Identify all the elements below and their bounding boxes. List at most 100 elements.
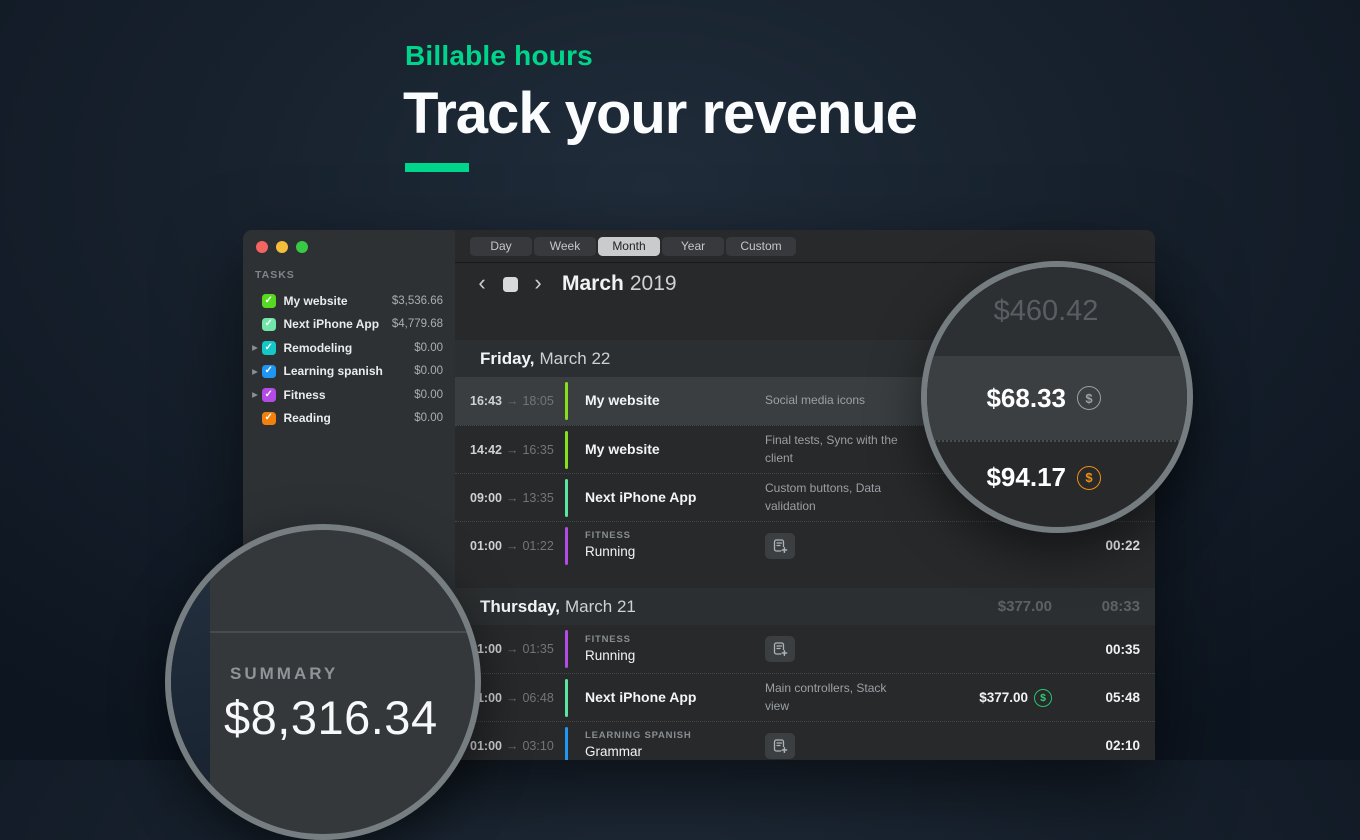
task-row-learning-spanish[interactable]: ▶ ✓ Learning spanish $0.00	[243, 360, 455, 384]
task-row-reading[interactable]: ✓ Reading $0.00	[243, 407, 455, 431]
summary-amount: $8,316.34	[224, 691, 438, 744]
hero-eyebrow: Billable hours	[405, 40, 593, 71]
magnified-day-total: $460.42	[993, 295, 1099, 327]
arrow-right-icon: →	[505, 642, 519, 656]
note-add-icon	[773, 738, 788, 754]
arrow-right-icon: →	[505, 394, 519, 408]
entry-note: Custom buttons, Data validation	[765, 481, 882, 513]
arrow-right-icon: →	[505, 490, 519, 505]
magnified-entry-amount: $94.17	[986, 462, 1066, 492]
day-total-amount: $377.00	[997, 598, 1052, 615]
task-row-remodeling[interactable]: ▶ ✓ Remodeling $0.00	[243, 336, 455, 360]
minimize-button[interactable]	[276, 241, 288, 253]
note-add-icon	[773, 538, 788, 554]
disclosure-triangle-icon[interactable]: ▶	[252, 343, 258, 353]
task-amount: $0.00	[414, 365, 443, 378]
day-name: Friday,	[480, 348, 535, 368]
task-color-bar	[565, 478, 568, 517]
hero-block: Billable hours Track your revenue	[403, 40, 918, 172]
add-note-button[interactable]	[765, 532, 795, 559]
stop-icon	[502, 276, 518, 292]
arrow-right-icon: →	[505, 538, 519, 553]
day-date: March 22	[539, 348, 611, 368]
entry-duration: 00:35	[1105, 641, 1140, 657]
task-color-bar	[565, 726, 568, 760]
tab-day[interactable]: Day	[470, 236, 532, 256]
previous-period-button[interactable]: ‹	[470, 271, 494, 297]
magnifier-summary: SUMMARY $8,316.34	[165, 524, 481, 840]
day-total-duration: 08:33	[1101, 598, 1140, 615]
time-entry[interactable]: 01:00 → 01:35 FITNESS Running 00:35	[455, 625, 1155, 673]
time-entry[interactable]: 01:00 → 03:10 LEARNING SPANISH Grammar 02:1…	[455, 721, 1155, 760]
entry-time-range: 01:00 → 01:35	[470, 642, 554, 656]
tab-year[interactable]: Year	[662, 236, 724, 256]
day-section-thursday: Thursday, March 21 $377.00 08:33 01:00 → 01…	[455, 588, 1155, 760]
close-button[interactable]	[256, 241, 268, 253]
view-switcher: Day Week Month Year Custom	[455, 230, 1155, 263]
task-checkbox[interactable]: ✓	[262, 411, 276, 425]
disclosure-triangle-icon[interactable]: ▶	[252, 366, 258, 376]
entry-time-range: 01:00 → 06:48	[470, 690, 554, 705]
entry-task-name: Running	[585, 647, 636, 663]
task-row-my-website[interactable]: ✓ My website $3,536.66	[243, 289, 455, 313]
note-add-icon	[773, 642, 788, 657]
time-entry[interactable]: 01:00 → 06:48 Next iPhone App Main control…	[455, 673, 1155, 721]
add-note-button[interactable]	[765, 636, 795, 662]
task-amount: $0.00	[414, 341, 443, 354]
task-color-bar	[565, 526, 568, 565]
task-name: My website	[283, 293, 348, 308]
dollar-badge-icon: $	[1034, 688, 1052, 707]
entry-time-range: 16:43 → 18:05	[470, 394, 554, 408]
checkmark-icon: ✓	[264, 388, 273, 400]
tab-month[interactable]: Month	[598, 236, 660, 256]
checkmark-icon: ✓	[264, 341, 273, 353]
entry-amount: $377.00	[979, 690, 1028, 705]
entry-category: FITNESS	[585, 530, 631, 541]
entry-time-range: 14:42 → 16:35	[470, 442, 554, 457]
tab-custom[interactable]: Custom	[726, 236, 796, 256]
magnifier-billable-amounts: $460.42 $68.33 $ $94.17 $	[921, 261, 1193, 533]
task-name: Learning spanish	[283, 364, 383, 379]
entry-duration: 02:10	[1105, 738, 1140, 753]
entry-category: LEARNING SPANISH	[585, 730, 692, 741]
entry-category: FITNESS	[585, 633, 631, 645]
arrow-right-icon: →	[505, 738, 519, 753]
disclosure-triangle-icon[interactable]: ▶	[252, 390, 258, 400]
day-name: Thursday,	[480, 596, 560, 616]
task-color-bar	[565, 630, 568, 668]
task-checkbox[interactable]: ✓	[262, 341, 276, 355]
task-checkbox[interactable]: ✓	[262, 294, 276, 308]
period-navigation: ‹ › March 2019	[455, 263, 1155, 305]
zoom-button[interactable]	[296, 241, 308, 253]
entry-time-range: 09:00 → 13:35	[470, 490, 554, 505]
task-name: Fitness	[283, 387, 326, 402]
task-color-bar	[565, 678, 568, 717]
next-period-button[interactable]: ›	[526, 271, 550, 297]
hero-accent-underline	[405, 163, 469, 172]
tab-week[interactable]: Week	[534, 236, 596, 256]
entry-task-name: My website	[585, 440, 660, 457]
task-name: Remodeling	[283, 340, 353, 355]
task-checkbox[interactable]: ✓	[262, 364, 276, 378]
task-color-bar	[565, 382, 568, 420]
task-checkbox[interactable]: ✓	[262, 317, 276, 331]
task-name: Reading	[283, 411, 331, 426]
day-section-friday: Friday,March 22 $460.42 16:43→18:05 My w…	[455, 340, 1155, 569]
arrow-right-icon: →	[505, 690, 519, 705]
entry-task-name: Running	[585, 544, 636, 559]
checkmark-icon: ✓	[264, 412, 273, 424]
task-amount: $0.00	[414, 388, 443, 401]
arrow-right-icon: →	[505, 442, 519, 457]
task-checkbox[interactable]: ✓	[262, 388, 276, 402]
hero-title: Track your revenue	[403, 81, 918, 146]
add-note-button[interactable]	[765, 732, 795, 759]
summary-divider	[210, 631, 475, 633]
dollar-badge-icon: $	[1077, 386, 1101, 410]
day-date: March 21	[564, 596, 636, 616]
task-row-next-iphone-app[interactable]: ✓ Next iPhone App $4,779.68	[243, 313, 455, 337]
task-row-fitness[interactable]: ▶ ✓ Fitness $0.00	[243, 383, 455, 407]
entry-task-name: My website	[585, 392, 660, 408]
entry-task-name: Next iPhone App	[585, 688, 697, 705]
entry-duration: 00:22	[1105, 538, 1140, 553]
stop-button[interactable]	[498, 276, 522, 292]
